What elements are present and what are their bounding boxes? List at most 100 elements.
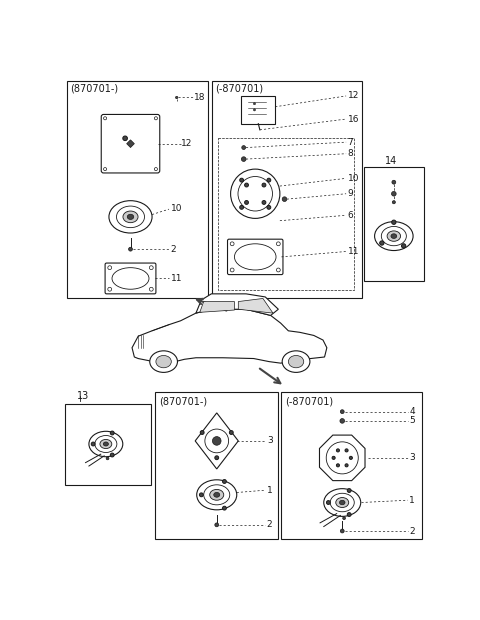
Circle shape bbox=[347, 489, 351, 492]
Circle shape bbox=[326, 442, 358, 474]
FancyBboxPatch shape bbox=[228, 239, 283, 275]
Circle shape bbox=[245, 200, 249, 205]
Circle shape bbox=[347, 513, 351, 516]
Circle shape bbox=[332, 456, 335, 459]
Bar bbox=[212, 81, 361, 298]
Bar bbox=[281, 392, 421, 539]
Circle shape bbox=[240, 178, 243, 182]
Text: 10: 10 bbox=[348, 174, 359, 183]
Text: 12: 12 bbox=[181, 140, 192, 148]
Circle shape bbox=[340, 418, 345, 423]
Ellipse shape bbox=[197, 480, 237, 510]
Ellipse shape bbox=[210, 489, 224, 500]
Ellipse shape bbox=[391, 234, 397, 239]
Text: 3: 3 bbox=[267, 436, 273, 445]
Circle shape bbox=[392, 180, 396, 184]
Ellipse shape bbox=[214, 492, 220, 497]
Circle shape bbox=[215, 523, 219, 527]
Ellipse shape bbox=[330, 494, 354, 512]
Ellipse shape bbox=[204, 485, 230, 505]
Circle shape bbox=[349, 456, 352, 459]
Circle shape bbox=[230, 268, 234, 272]
Ellipse shape bbox=[112, 268, 149, 289]
Ellipse shape bbox=[324, 489, 361, 516]
Polygon shape bbox=[195, 413, 238, 469]
Polygon shape bbox=[132, 309, 327, 363]
Bar bbox=[364, 167, 424, 281]
Text: 11: 11 bbox=[348, 247, 359, 256]
Circle shape bbox=[392, 192, 396, 196]
Circle shape bbox=[241, 157, 246, 161]
Circle shape bbox=[106, 457, 109, 460]
Circle shape bbox=[223, 479, 227, 484]
Ellipse shape bbox=[103, 442, 108, 446]
Ellipse shape bbox=[282, 351, 310, 373]
Circle shape bbox=[253, 108, 256, 111]
Bar bbox=[241, 96, 275, 123]
Ellipse shape bbox=[387, 231, 401, 241]
Ellipse shape bbox=[234, 244, 276, 270]
Circle shape bbox=[343, 517, 346, 520]
Circle shape bbox=[242, 146, 246, 149]
Text: 14: 14 bbox=[385, 156, 397, 166]
Ellipse shape bbox=[336, 497, 348, 508]
Circle shape bbox=[230, 242, 234, 246]
Circle shape bbox=[336, 449, 339, 452]
Circle shape bbox=[108, 287, 112, 291]
Circle shape bbox=[104, 117, 107, 120]
Circle shape bbox=[110, 431, 114, 435]
Circle shape bbox=[267, 178, 271, 182]
Circle shape bbox=[345, 449, 348, 452]
Circle shape bbox=[326, 500, 330, 505]
Circle shape bbox=[213, 436, 221, 445]
Text: 11: 11 bbox=[170, 274, 182, 283]
Ellipse shape bbox=[339, 500, 345, 505]
Text: 2: 2 bbox=[267, 520, 273, 529]
Circle shape bbox=[267, 205, 271, 210]
Circle shape bbox=[200, 430, 204, 435]
Text: 3: 3 bbox=[409, 453, 415, 463]
Text: 6: 6 bbox=[348, 211, 353, 220]
Circle shape bbox=[401, 244, 406, 248]
Bar bbox=[218, 138, 354, 290]
Circle shape bbox=[276, 268, 280, 272]
Ellipse shape bbox=[156, 355, 171, 368]
Circle shape bbox=[336, 464, 339, 467]
Ellipse shape bbox=[150, 351, 178, 373]
Ellipse shape bbox=[100, 440, 112, 449]
Ellipse shape bbox=[117, 206, 144, 228]
Polygon shape bbox=[127, 140, 134, 148]
Circle shape bbox=[392, 201, 396, 204]
Circle shape bbox=[108, 266, 112, 270]
Text: 1: 1 bbox=[267, 485, 273, 495]
Circle shape bbox=[223, 507, 227, 510]
Ellipse shape bbox=[123, 211, 138, 223]
Polygon shape bbox=[238, 298, 273, 313]
Circle shape bbox=[262, 183, 266, 187]
Circle shape bbox=[199, 493, 203, 497]
Text: 9: 9 bbox=[348, 189, 353, 198]
Ellipse shape bbox=[230, 169, 280, 218]
Text: (870701-): (870701-) bbox=[71, 83, 119, 93]
Circle shape bbox=[276, 242, 280, 246]
Ellipse shape bbox=[127, 215, 134, 219]
Polygon shape bbox=[320, 435, 365, 480]
Polygon shape bbox=[200, 301, 234, 312]
FancyBboxPatch shape bbox=[105, 263, 156, 294]
Ellipse shape bbox=[381, 226, 407, 246]
Circle shape bbox=[229, 430, 233, 435]
Text: 8: 8 bbox=[348, 149, 353, 158]
Circle shape bbox=[392, 220, 396, 224]
Circle shape bbox=[215, 456, 219, 459]
Text: (-870701): (-870701) bbox=[215, 83, 264, 93]
Ellipse shape bbox=[95, 435, 117, 453]
Text: (870701-): (870701-) bbox=[159, 397, 207, 407]
Circle shape bbox=[380, 241, 384, 245]
Text: (-870701): (-870701) bbox=[285, 397, 334, 407]
Text: 5: 5 bbox=[409, 417, 415, 425]
Text: 2: 2 bbox=[409, 526, 415, 536]
Circle shape bbox=[282, 197, 287, 202]
Bar bbox=[155, 392, 278, 539]
Circle shape bbox=[104, 167, 107, 170]
Circle shape bbox=[149, 287, 153, 291]
